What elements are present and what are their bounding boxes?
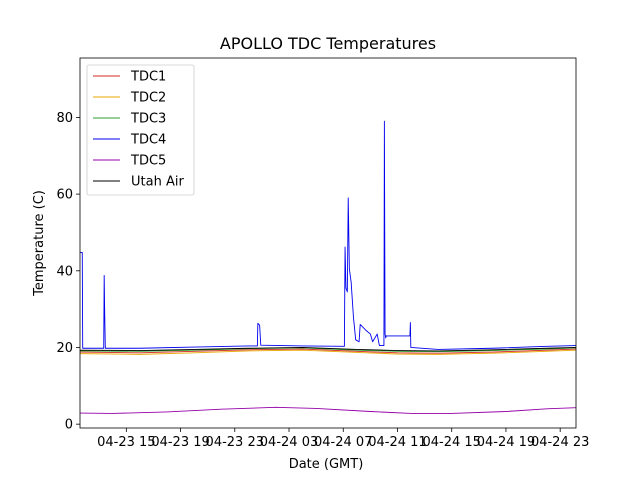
y-tick-label: 0 — [65, 418, 73, 433]
x-tick-label: 04-24 19 — [477, 435, 535, 450]
x-tick-label: 04-24 23 — [531, 435, 589, 450]
series-line-5 — [79, 406, 577, 414]
plot-border — [79, 57, 577, 429]
x-tick-label: 04-23 15 — [97, 435, 155, 450]
y-axis: 0 20 40 60 80 — [56, 111, 80, 433]
legend-label: TDC4 — [130, 133, 166, 148]
x-tick-label: 04-23 19 — [151, 435, 209, 450]
legend-label: TDC2 — [130, 91, 166, 106]
series-line-6 — [79, 347, 577, 352]
legend-label: TDC1 — [130, 70, 166, 85]
legend-label: Utah Air — [131, 175, 184, 190]
x-tick-label: 04-24 11 — [368, 435, 426, 450]
chart-title: APOLLO TDC Temperatures — [220, 34, 436, 53]
legend-frame — [86, 64, 195, 196]
x-tick-label: 04-24 15 — [422, 435, 480, 450]
series-line-3 — [79, 347, 577, 353]
x-tick-label: 04-24 03 — [260, 435, 318, 450]
y-tick-label: 20 — [56, 341, 73, 356]
legend: TDC1 TDC2 TDC3 TDC4 TDC5 Utah Air — [86, 64, 195, 196]
y-tick-label: 60 — [56, 188, 73, 203]
series-layer — [79, 120, 577, 414]
y-tick-label: 40 — [56, 264, 73, 279]
legend-label: TDC5 — [130, 154, 166, 169]
y-tick-label: 80 — [56, 111, 73, 126]
x-axis-label: Date (GMT) — [289, 457, 364, 472]
x-tick-label: 04-24 07 — [314, 435, 372, 450]
x-tick-label: 04-23 23 — [206, 435, 264, 450]
series-line-2 — [79, 349, 577, 355]
series-line-4 — [80, 120, 577, 350]
series-line-1 — [79, 348, 577, 354]
legend-label: TDC3 — [130, 112, 166, 127]
y-axis-label: Temperature (C) — [32, 190, 47, 297]
